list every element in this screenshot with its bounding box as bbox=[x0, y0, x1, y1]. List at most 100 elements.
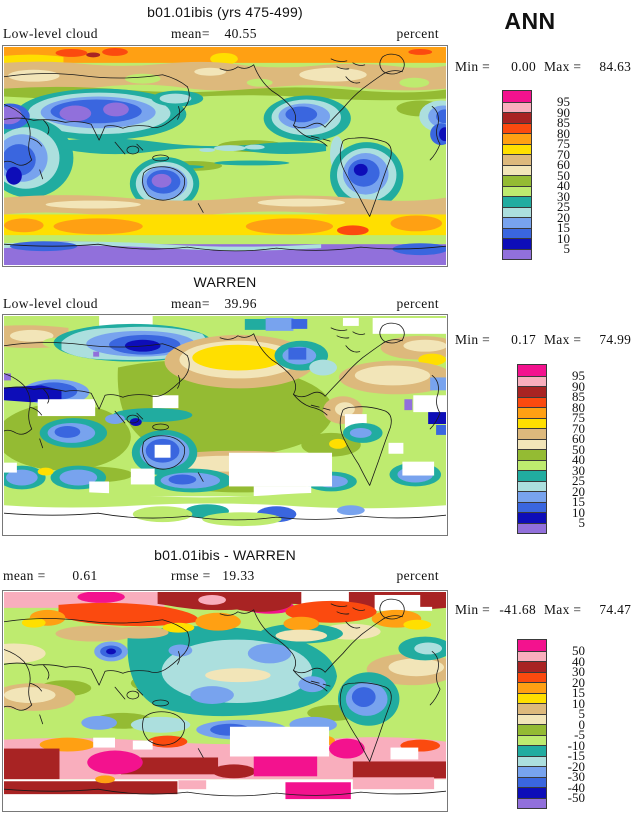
colorbar-diff: 50 40 30 20 15 10 5 0 -5 -10 -15 -20 -30 -40 -50 bbox=[517, 639, 597, 811]
colorbar-cell-cornflower bbox=[518, 491, 546, 502]
minmax-obs: Min = 0.17 Max = 74.99 bbox=[455, 332, 632, 347]
colorbar-cell-olive bbox=[503, 175, 531, 186]
panel-model-stats: Low-level cloud mean= 40.55 percent bbox=[3, 26, 445, 42]
colorbar-cell-yellow bbox=[518, 417, 546, 428]
colorbar-tick-label: -20 bbox=[567, 758, 585, 774]
map-diff bbox=[4, 592, 446, 810]
colorbar-cell-purple bbox=[518, 797, 546, 808]
colorbar-cell-tan bbox=[518, 703, 546, 714]
colorbar-cell-teal bbox=[518, 745, 546, 756]
colorbar-cell-olive bbox=[518, 449, 546, 460]
colorbar-tick-label: 50 bbox=[572, 441, 585, 457]
colorbar-tick-label: -50 bbox=[567, 790, 585, 805]
colorbar-tick-label: 40 bbox=[572, 452, 585, 467]
mean-stat: mean = 0.61 bbox=[3, 568, 98, 583]
colorbar-cells bbox=[517, 639, 547, 809]
colorbar-cell-cornflower bbox=[503, 217, 531, 228]
mean-stat: mean= 39.96 bbox=[171, 296, 257, 311]
colorbar-tick-label: -30 bbox=[567, 769, 585, 784]
colorbar-tick-label: 30 bbox=[572, 664, 585, 679]
panel-obs-stats: Low-level cloud mean= 39.96 percent bbox=[3, 296, 445, 312]
colorbar-cell-blue bbox=[518, 776, 546, 787]
mean-stat: mean= 40.55 bbox=[171, 26, 257, 41]
colorbar-tick-label: -40 bbox=[567, 779, 585, 795]
colorbar-cell-cornflower bbox=[518, 766, 546, 777]
colorbar-cell-beige bbox=[518, 438, 546, 449]
mean-value: 40.55 bbox=[224, 26, 257, 41]
colorbar-cell-lime bbox=[518, 734, 546, 745]
colorbar-tick-label: 60 bbox=[572, 431, 585, 446]
colorbar-tick-label: 30 bbox=[572, 462, 585, 478]
panel-model-title: b01.01ibis (yrs 475-499) bbox=[147, 4, 303, 20]
colorbar-tick-label: -10 bbox=[567, 737, 585, 753]
colorbar-cell-tan bbox=[503, 154, 531, 165]
min-value: -41.68 bbox=[499, 602, 536, 617]
colorbar-cell-palecyan bbox=[518, 480, 546, 491]
colorbar-cell-blue bbox=[503, 227, 531, 238]
colorbar-tick-label: 70 bbox=[557, 146, 570, 162]
colorbar-tick-label: 90 bbox=[557, 104, 570, 120]
colorbar-cell-beige bbox=[503, 164, 531, 175]
colorbar-tick-label: 90 bbox=[572, 378, 585, 394]
colorbar-cell-palecyan bbox=[503, 206, 531, 217]
max-value: 74.47 bbox=[599, 602, 632, 617]
minmax-diff: Min = -41.68 Max = 74.47 bbox=[455, 602, 632, 617]
max-value: 84.63 bbox=[599, 59, 632, 74]
colorbar-cell-pink bbox=[518, 375, 546, 386]
colorbar-tick-label: 50 bbox=[557, 167, 570, 183]
colorbar-cells bbox=[517, 364, 547, 534]
colorbar-tick-label: 10 bbox=[572, 504, 585, 520]
rmse-value: 19.33 bbox=[222, 568, 255, 583]
panel-diff-title: b01.01ibis - WARREN bbox=[154, 547, 296, 563]
colorbar-cell-darkred bbox=[518, 661, 546, 672]
colorbar-cell-darkred bbox=[518, 386, 546, 397]
panel-obs-title: WARREN bbox=[193, 274, 257, 290]
colorbar-tick-label: 95 bbox=[557, 94, 570, 109]
rmse-stat: rmse = 19.33 bbox=[171, 568, 255, 583]
colorbar-tick-label: 70 bbox=[572, 420, 585, 436]
colorbar-cells bbox=[502, 90, 532, 260]
colorbar-tick-label: 15 bbox=[557, 220, 570, 235]
variable-label: Low-level cloud bbox=[3, 26, 98, 41]
colorbar-cell-palecyan bbox=[518, 755, 546, 766]
colorbar-tick-label: 20 bbox=[572, 674, 585, 690]
colorbar-tick-label: 20 bbox=[572, 483, 585, 499]
colorbar-cell-darkred bbox=[503, 112, 531, 123]
colorbar-tick-label: -5 bbox=[574, 727, 585, 742]
map-diff-frame bbox=[2, 590, 448, 812]
colorbar-cell-yellow bbox=[518, 692, 546, 703]
units-label: percent bbox=[396, 26, 439, 41]
units-label: percent bbox=[396, 568, 439, 583]
colorbar-cell-navy bbox=[503, 238, 531, 249]
map-model-frame bbox=[2, 45, 448, 267]
colorbar-tick-label: 40 bbox=[557, 178, 570, 193]
colorbar-cell-magenta bbox=[518, 640, 546, 651]
colorbar-cell-orange bbox=[503, 133, 531, 144]
colorbar-tick-label: 10 bbox=[572, 695, 585, 711]
colorbar-cell-orangered bbox=[518, 396, 546, 407]
colorbar-tick-label: 75 bbox=[557, 136, 570, 151]
colorbar-tick-label: 10 bbox=[557, 230, 570, 246]
colorbar-obs: 95 90 85 80 75 70 60 50 40 30 25 20 15 10 5 bbox=[517, 364, 597, 536]
colorbar-tick-label: 25 bbox=[572, 473, 585, 488]
colorbar-cell-magenta bbox=[518, 365, 546, 376]
panel-diff-stats: mean = 0.61 rmse = 19.33 percent bbox=[3, 568, 445, 584]
colorbar-cell-olive bbox=[518, 724, 546, 735]
colorbar-cell-pink bbox=[503, 101, 531, 112]
colorbar-tick-label: 95 bbox=[572, 368, 585, 383]
colorbar-cell-yellow bbox=[503, 143, 531, 154]
colorbar-tick-label: 85 bbox=[572, 389, 585, 404]
colorbar-tick-label: 80 bbox=[557, 125, 570, 141]
mean-value: 39.96 bbox=[224, 296, 257, 311]
colorbar-cell-beige bbox=[518, 713, 546, 724]
colorbar-cell-lime bbox=[503, 185, 531, 196]
colorbar-tick-label: 85 bbox=[557, 115, 570, 130]
colorbar-tick-label: 60 bbox=[557, 157, 570, 172]
colorbar-cell-navy bbox=[518, 787, 546, 798]
colorbar-cell-purple bbox=[518, 522, 546, 533]
colorbar-tick-label: 5 bbox=[563, 241, 571, 256]
colorbar-tick-label: 15 bbox=[572, 494, 585, 509]
min-value: 0.17 bbox=[511, 332, 536, 347]
max-value: 74.99 bbox=[599, 332, 632, 347]
colorbar-cell-orange bbox=[518, 407, 546, 418]
